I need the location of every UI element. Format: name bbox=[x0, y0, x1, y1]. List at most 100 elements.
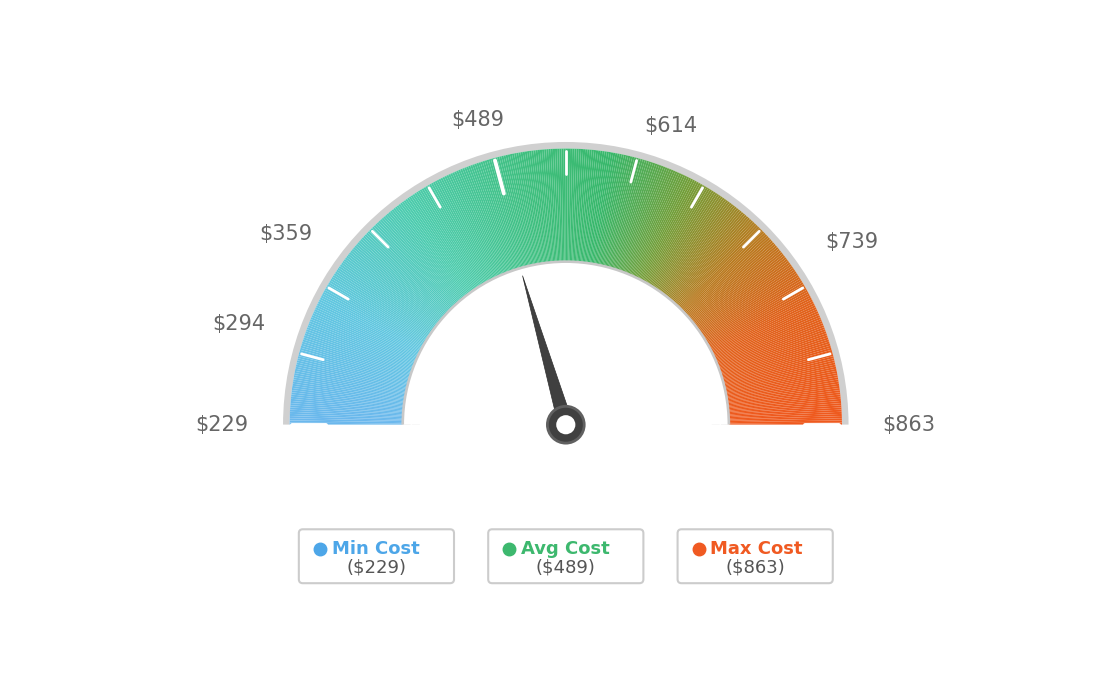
Wedge shape bbox=[290, 412, 403, 418]
Wedge shape bbox=[555, 148, 561, 262]
Wedge shape bbox=[637, 177, 689, 279]
Wedge shape bbox=[306, 329, 413, 369]
Wedge shape bbox=[729, 399, 841, 411]
Wedge shape bbox=[450, 173, 499, 277]
Wedge shape bbox=[694, 255, 785, 326]
Wedge shape bbox=[724, 362, 836, 389]
Wedge shape bbox=[643, 181, 697, 282]
Wedge shape bbox=[686, 237, 771, 315]
Wedge shape bbox=[622, 165, 661, 272]
Wedge shape bbox=[702, 273, 798, 336]
Wedge shape bbox=[615, 161, 651, 270]
Wedge shape bbox=[463, 168, 506, 273]
Wedge shape bbox=[339, 266, 433, 332]
Wedge shape bbox=[458, 170, 503, 275]
Wedge shape bbox=[576, 149, 585, 262]
Wedge shape bbox=[361, 237, 446, 315]
Wedge shape bbox=[725, 364, 836, 391]
Wedge shape bbox=[573, 149, 581, 262]
Wedge shape bbox=[315, 309, 417, 357]
Wedge shape bbox=[510, 154, 534, 265]
Wedge shape bbox=[672, 216, 749, 302]
Wedge shape bbox=[399, 204, 468, 295]
Wedge shape bbox=[718, 325, 825, 367]
Wedge shape bbox=[294, 377, 405, 398]
Wedge shape bbox=[508, 155, 533, 266]
Wedge shape bbox=[722, 346, 831, 380]
Wedge shape bbox=[363, 236, 447, 314]
Wedge shape bbox=[709, 293, 810, 348]
Wedge shape bbox=[687, 239, 772, 316]
Wedge shape bbox=[562, 148, 564, 262]
Wedge shape bbox=[408, 197, 474, 290]
Wedge shape bbox=[405, 199, 473, 292]
Wedge shape bbox=[544, 149, 554, 262]
Wedge shape bbox=[327, 284, 425, 343]
Polygon shape bbox=[522, 276, 573, 427]
Wedge shape bbox=[289, 414, 403, 420]
Wedge shape bbox=[354, 246, 442, 319]
Wedge shape bbox=[328, 282, 426, 342]
Wedge shape bbox=[705, 282, 804, 342]
Wedge shape bbox=[308, 323, 414, 366]
Wedge shape bbox=[497, 157, 527, 267]
Wedge shape bbox=[411, 195, 475, 290]
Wedge shape bbox=[412, 271, 720, 425]
Wedge shape bbox=[720, 333, 827, 372]
Wedge shape bbox=[631, 172, 679, 276]
Wedge shape bbox=[688, 241, 773, 317]
Wedge shape bbox=[296, 364, 406, 391]
Wedge shape bbox=[301, 342, 411, 377]
Wedge shape bbox=[581, 150, 594, 262]
Wedge shape bbox=[729, 422, 842, 425]
Wedge shape bbox=[542, 150, 553, 262]
Wedge shape bbox=[660, 200, 729, 293]
FancyBboxPatch shape bbox=[678, 529, 832, 583]
Wedge shape bbox=[395, 206, 466, 297]
Wedge shape bbox=[291, 390, 404, 406]
Wedge shape bbox=[322, 292, 423, 347]
Wedge shape bbox=[433, 181, 488, 282]
Wedge shape bbox=[299, 350, 408, 382]
Wedge shape bbox=[323, 290, 424, 346]
Wedge shape bbox=[321, 293, 423, 348]
Wedge shape bbox=[719, 331, 827, 371]
Wedge shape bbox=[347, 255, 437, 326]
Wedge shape bbox=[651, 189, 712, 286]
Wedge shape bbox=[681, 230, 763, 310]
Wedge shape bbox=[435, 181, 489, 282]
Wedge shape bbox=[307, 327, 413, 368]
Text: Avg Cost: Avg Cost bbox=[521, 540, 609, 558]
Wedge shape bbox=[611, 159, 643, 268]
Wedge shape bbox=[713, 307, 817, 357]
Wedge shape bbox=[698, 262, 790, 330]
Wedge shape bbox=[289, 418, 403, 422]
Wedge shape bbox=[696, 257, 787, 327]
Wedge shape bbox=[716, 321, 822, 365]
Wedge shape bbox=[652, 190, 714, 287]
Wedge shape bbox=[518, 152, 539, 264]
Wedge shape bbox=[414, 193, 477, 288]
Wedge shape bbox=[310, 319, 415, 364]
Wedge shape bbox=[629, 170, 676, 275]
Text: $229: $229 bbox=[195, 415, 248, 435]
Wedge shape bbox=[728, 384, 839, 402]
Wedge shape bbox=[503, 155, 530, 266]
Wedge shape bbox=[373, 225, 454, 308]
Wedge shape bbox=[487, 159, 520, 268]
Wedge shape bbox=[393, 208, 465, 297]
Text: $359: $359 bbox=[259, 224, 312, 244]
Wedge shape bbox=[701, 271, 797, 335]
Wedge shape bbox=[404, 263, 728, 425]
Wedge shape bbox=[614, 161, 649, 269]
Wedge shape bbox=[598, 155, 624, 266]
Wedge shape bbox=[300, 346, 410, 380]
Wedge shape bbox=[304, 337, 411, 375]
Wedge shape bbox=[466, 166, 508, 273]
FancyBboxPatch shape bbox=[488, 529, 644, 583]
Wedge shape bbox=[639, 178, 691, 279]
Wedge shape bbox=[386, 213, 460, 301]
Wedge shape bbox=[649, 187, 709, 285]
Wedge shape bbox=[714, 311, 818, 359]
Wedge shape bbox=[440, 178, 492, 279]
